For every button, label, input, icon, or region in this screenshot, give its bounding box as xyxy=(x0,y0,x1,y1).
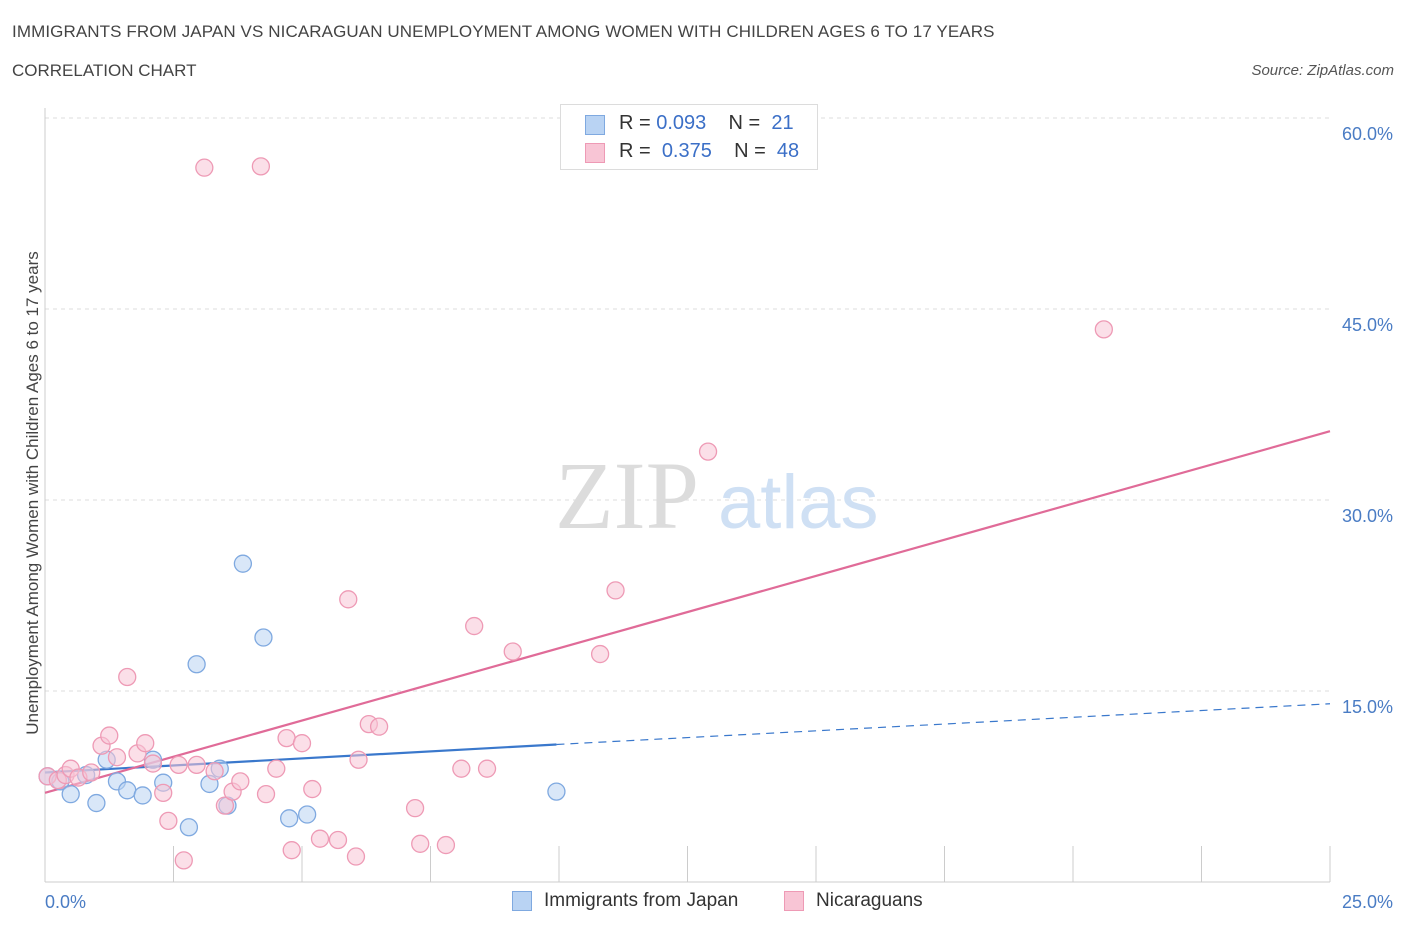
x-tick-labels: 0.0% 25.0% xyxy=(45,892,1393,912)
point-nicaragua xyxy=(231,772,250,791)
point-japan xyxy=(187,655,206,674)
legend-n-label: N = xyxy=(734,140,766,162)
point-nicaragua xyxy=(465,616,484,636)
bottom-legend-swatch-japan xyxy=(512,891,532,911)
point-japan xyxy=(87,793,106,813)
legend-n-value: 21 xyxy=(771,112,794,134)
grid-lines xyxy=(45,117,1330,692)
trend-lines xyxy=(44,430,1331,794)
point-nicaragua xyxy=(205,762,224,781)
point-nicaragua xyxy=(82,763,101,782)
point-nicaragua xyxy=(187,755,206,775)
legend-n-value: 48 xyxy=(776,140,800,162)
source-label: Source: ZipAtlas.com xyxy=(1251,62,1394,79)
watermark: ZIP atlas xyxy=(555,442,879,549)
point-nicaragua xyxy=(292,734,312,753)
point-nicaragua xyxy=(1094,320,1113,339)
point-nicaragua xyxy=(143,754,163,773)
point-nicaragua xyxy=(100,726,119,745)
legend-swatch-nicaragua xyxy=(585,143,605,163)
legend-stats-nicaragua: R = 0.375 N = 48 xyxy=(619,140,799,163)
point-nicaragua xyxy=(310,829,330,848)
point-nicaragua xyxy=(411,834,430,853)
point-nicaragua xyxy=(174,851,193,870)
axes xyxy=(44,108,1331,883)
point-nicaragua xyxy=(339,590,358,609)
point-nicaragua xyxy=(215,796,235,815)
point-japan xyxy=(279,809,299,828)
point-nicaragua xyxy=(256,784,276,804)
legend-swatch-japan xyxy=(585,115,605,135)
watermark-zip: ZIP xyxy=(555,442,699,549)
legend-r-value: 0.093 xyxy=(656,112,707,134)
x-tick-label-min: 0.0% xyxy=(45,892,86,912)
point-nicaragua xyxy=(107,748,127,767)
point-japan xyxy=(133,786,152,805)
point-nicaragua xyxy=(436,835,456,855)
chart-title: IMMIGRANTS FROM JAPAN VS NICARAGUAN UNEM… xyxy=(12,22,995,41)
point-nicaragua xyxy=(477,759,497,778)
point-japan xyxy=(61,784,80,804)
y-axis-label: Unemployment Among Women with Children A… xyxy=(23,251,42,735)
point-nicaragua xyxy=(303,779,322,799)
point-nicaragua xyxy=(405,798,425,818)
bottom-legend-label-nicaragua: Nicaraguans xyxy=(816,890,923,911)
y-tick-label: 15.0% xyxy=(1342,697,1393,717)
point-japan xyxy=(179,818,199,837)
stats-legend: R = 0.093 N = 21 R = 0.375 N = 48 xyxy=(560,104,818,170)
point-nicaragua xyxy=(277,728,296,748)
point-nicaragua xyxy=(698,442,718,461)
point-nicaragua xyxy=(118,667,137,687)
point-nicaragua xyxy=(590,644,610,664)
point-nicaragua xyxy=(195,158,214,177)
point-japan xyxy=(254,628,273,647)
point-nicaragua xyxy=(282,841,301,860)
point-nicaragua xyxy=(346,847,366,866)
point-nicaragua xyxy=(503,642,522,661)
point-nicaragua xyxy=(267,759,286,778)
bottom-legend-label-japan: Immigrants from Japan xyxy=(544,890,739,911)
bottom-legend-swatch-nicaragua xyxy=(784,891,804,911)
point-nicaragua xyxy=(169,755,188,775)
point-nicaragua xyxy=(606,581,625,600)
chart-subtitle: CORRELATION CHART xyxy=(12,61,197,80)
point-japan xyxy=(297,805,317,824)
legend-stats-japan: R = 0.093 N = 21 xyxy=(619,112,794,135)
point-nicaragua xyxy=(369,717,389,736)
legend-r-label: R = xyxy=(619,140,651,162)
y-tick-labels: 15.0% 30.0% 45.0% 60.0% xyxy=(1342,124,1393,717)
legend-r-label: R = xyxy=(619,112,651,134)
legend-r-value: 0.375 xyxy=(661,140,712,162)
point-nicaragua xyxy=(154,783,173,803)
point-japan xyxy=(118,781,137,800)
point-nicaragua xyxy=(136,734,155,753)
point-nicaragua xyxy=(159,811,178,831)
watermark-atlas: atlas xyxy=(718,460,879,545)
trend-line-japan-extension xyxy=(556,703,1331,746)
point-nicaragua xyxy=(452,759,471,778)
y-tick-label: 45.0% xyxy=(1342,315,1393,335)
trend-line-nicaragua xyxy=(44,430,1331,794)
x-tick-label-max: 25.0% xyxy=(1342,892,1393,912)
point-nicaragua xyxy=(328,830,348,850)
point-nicaragua xyxy=(349,750,368,769)
legend-n-label: N = xyxy=(728,112,761,134)
point-japan xyxy=(233,554,253,573)
point-japan xyxy=(547,782,566,801)
y-tick-label: 60.0% xyxy=(1342,124,1393,144)
y-tick-label: 30.0% xyxy=(1342,506,1393,526)
point-nicaragua xyxy=(251,157,271,176)
data-points xyxy=(38,157,1113,870)
